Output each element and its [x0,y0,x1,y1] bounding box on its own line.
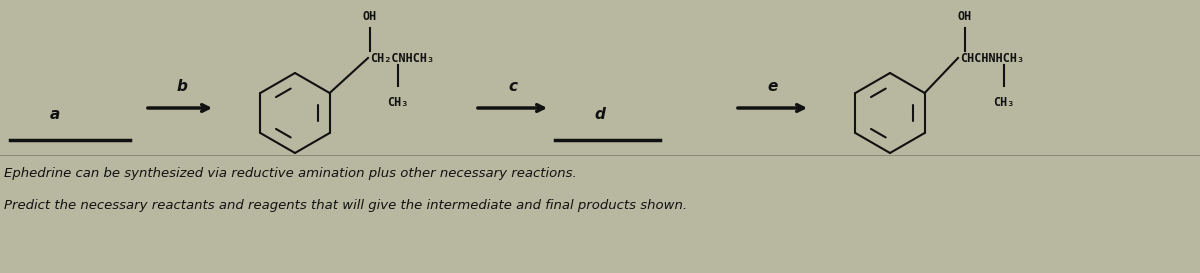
Text: CH₃: CH₃ [388,96,409,109]
Text: e: e [768,79,778,94]
Text: c: c [509,79,517,94]
Text: CH₃: CH₃ [994,96,1015,109]
Text: a: a [50,107,60,122]
Text: d: d [594,107,606,122]
Text: CHCHNHCH₃: CHCHNHCH₃ [960,52,1024,64]
Text: Predict the necessary reactants and reagents that will give the intermediate and: Predict the necessary reactants and reag… [4,198,688,212]
Text: CH₂CNHCH₃: CH₂CNHCH₃ [370,52,434,64]
Text: b: b [176,79,187,94]
Text: OH: OH [958,10,972,23]
Text: Ephedrine can be synthesized via reductive amination plus other necessary reacti: Ephedrine can be synthesized via reducti… [4,167,577,180]
Text: OH: OH [362,10,377,23]
